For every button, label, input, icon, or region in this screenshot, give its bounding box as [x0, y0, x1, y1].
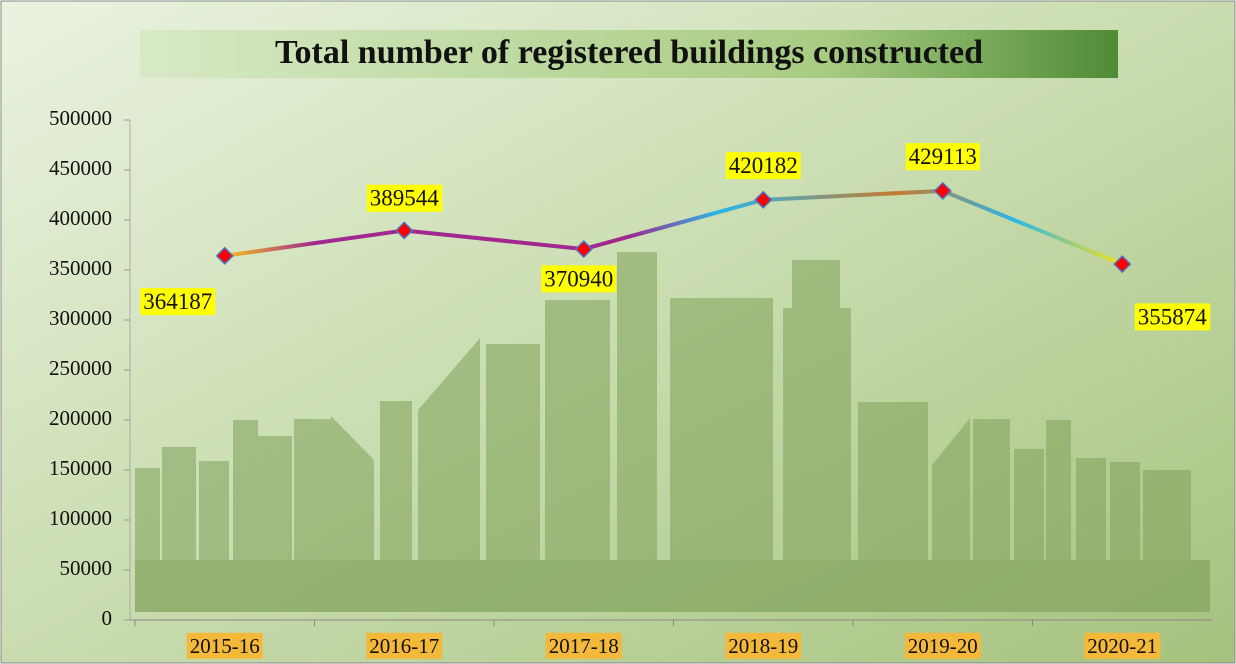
y-tick-label: 150000 — [49, 456, 112, 480]
data-label: 389544 — [370, 186, 440, 211]
x-tick-label: 2016-17 — [369, 634, 439, 658]
y-tick-label: 350000 — [49, 256, 112, 280]
data-label: 355874 — [1138, 304, 1208, 329]
x-tick-label: 2015-16 — [190, 634, 260, 658]
y-tick-label: 200000 — [49, 406, 112, 430]
y-tick-label: 100000 — [49, 506, 112, 530]
y-tick-label: 300000 — [49, 306, 112, 330]
y-tick-label: 500000 — [49, 106, 112, 130]
y-tick-label: 50000 — [60, 556, 113, 580]
chart: Total number of registered buildings con… — [0, 0, 1236, 664]
chart-title: Total number of registered buildings con… — [275, 34, 983, 71]
data-label: 370940 — [544, 266, 613, 291]
x-tick-label: 2017-18 — [549, 634, 619, 658]
data-label: 420182 — [729, 153, 798, 178]
y-tick-label: 250000 — [49, 356, 112, 380]
x-tick-label: 2019-20 — [908, 634, 978, 658]
y-tick-label: 0 — [102, 606, 113, 630]
ground — [135, 560, 1210, 612]
y-tick-label: 400000 — [49, 206, 112, 230]
data-label: 364187 — [143, 289, 212, 314]
x-tick-label: 2020-21 — [1087, 634, 1157, 658]
x-tick-label: 2018-19 — [728, 634, 798, 658]
y-tick-label: 450000 — [49, 156, 112, 180]
data-label: 429113 — [909, 144, 977, 169]
